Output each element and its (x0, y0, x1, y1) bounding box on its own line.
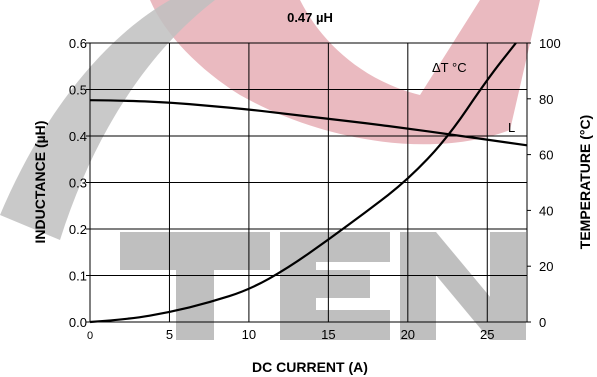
watermark-letter-e-bot (280, 310, 390, 340)
x-tick-label: 10 (242, 327, 256, 342)
series-label-deltat: ΔT °C (432, 60, 467, 75)
x-tick-label: 5 (166, 327, 173, 342)
y-tick-label-left: 0.5 (69, 83, 87, 98)
y-tick-label-right: 60 (539, 148, 553, 163)
x-tick-label: 0 (87, 330, 93, 342)
y-tick-label-right: 80 (539, 92, 553, 107)
y-tick-label-left: 0.2 (69, 222, 87, 237)
y-tick-label-right: 0 (539, 315, 546, 330)
x-tick-label: 25 (480, 327, 494, 342)
y-axis-label-left: INDUCTANCE (µH) (32, 121, 48, 244)
y-tick-label-left: 0.0 (69, 315, 87, 330)
watermark-letter-e-mid (280, 270, 370, 298)
y-tick-label-left: 0.6 (69, 36, 87, 51)
y-tick-label-right: 20 (539, 259, 553, 274)
watermark-letter-t-stem (176, 232, 214, 340)
series-lines (89, 42, 528, 324)
y-tick-label-right: 100 (539, 36, 561, 51)
watermark-gray-arc (0, 0, 215, 240)
inductance-curve (89, 99, 528, 147)
chart-title: 0.47 µH (287, 10, 333, 25)
x-tick-label: 20 (401, 327, 415, 342)
grid (90, 43, 527, 322)
x-tick-label: 15 (321, 327, 335, 342)
watermark-logo (0, 0, 540, 340)
watermark-red-swoosh (150, 0, 540, 145)
watermark-letter-n-diag (400, 232, 526, 340)
y-axis-label-right: TEMPERATURE (°C) (577, 115, 593, 249)
y-tick-label-left: 0.3 (69, 176, 87, 191)
series-label-l: L (508, 120, 515, 135)
watermark-letter-e-top (280, 232, 390, 262)
temperature-rise-curve (89, 42, 517, 324)
y-tick-label-left: 0.4 (69, 129, 87, 144)
y-tick-label-left: 0.1 (69, 269, 87, 284)
y-tick-label-right: 40 (539, 203, 553, 218)
x-axis-label: DC CURRENT (A) (252, 359, 368, 375)
ticks: 0 5 10 15 20 25 0.0 0.1 0.2 0.3 0.4 0.5 0.6 0 20 40 60 80… (69, 36, 561, 342)
